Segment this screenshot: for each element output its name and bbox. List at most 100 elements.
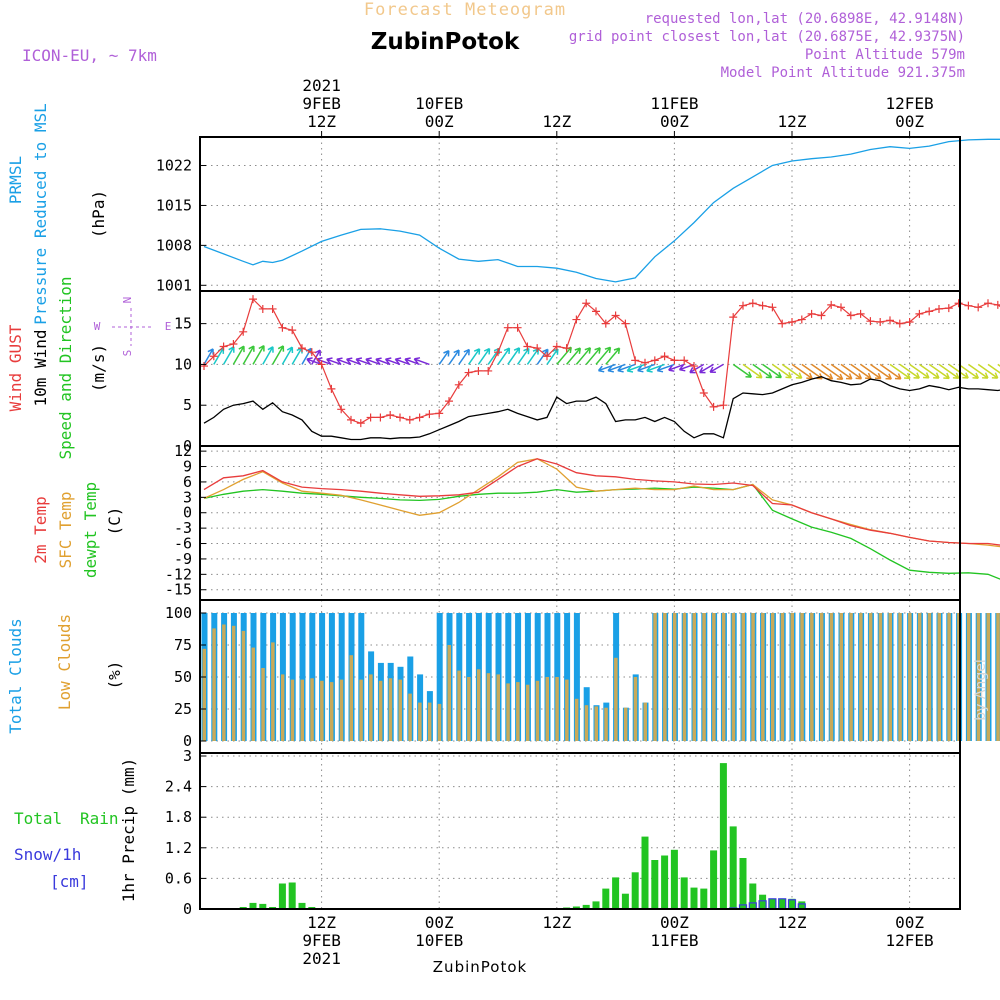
rain-bar: [298, 902, 306, 909]
low-cloud-bar: [437, 703, 442, 741]
wind-arrow: [448, 349, 460, 365]
temp-2m-line: [203, 458, 1000, 546]
gust-marker: [513, 323, 522, 332]
total-cloud-bar: [564, 613, 571, 741]
rain-bar: [572, 906, 580, 909]
low-cloud-bar: [212, 628, 216, 741]
time-top-label: 10FEB: [415, 94, 463, 113]
wind-arrow: [346, 357, 362, 366]
low-cloud-bar: [535, 680, 540, 741]
gust-marker: [758, 301, 767, 310]
low-cloud-bar: [584, 705, 589, 741]
wind-arrow: [413, 357, 430, 366]
rain-bar: [621, 893, 629, 909]
gust-marker: [209, 352, 218, 361]
wind-arrow: [977, 363, 999, 379]
pressure-unit: (hPa): [89, 190, 108, 238]
low-cloud-bar: [447, 645, 451, 741]
rain-bar: [700, 888, 708, 909]
gust-marker: [366, 413, 375, 422]
clouds-panel: 0 25 50 75 100 Total Clouds Low Clouds (%): [6, 600, 1000, 753]
total-cloud-bar: [338, 613, 345, 741]
wind-arrow: [791, 363, 813, 380]
low-cloud-bar: [300, 679, 304, 741]
gust-marker: [699, 388, 708, 397]
wind-arrow: [958, 363, 979, 379]
low-cloud-bar: [241, 630, 246, 741]
low-cloud-bar: [525, 684, 530, 741]
y-tick-label: 0.6: [165, 869, 192, 887]
time-bottom-label: 11FEB: [650, 931, 698, 950]
wind-direction-arrows: [203, 344, 1000, 381]
wind-y-ticks: 0 5 10 15: [174, 315, 206, 455]
compass-west-label: W: [94, 320, 101, 333]
low-cloud-bar: [770, 613, 775, 741]
time-bottom-label: 12FEB: [886, 931, 934, 950]
gust-marker: [543, 352, 551, 361]
precip-grid: [200, 753, 960, 910]
pressure-grid: [200, 137, 960, 291]
rain-bar: [582, 904, 590, 909]
gust-marker: [298, 344, 306, 353]
gust-marker: [572, 315, 581, 324]
rain-bar: [278, 883, 286, 909]
wind-arrow: [291, 347, 303, 365]
gust-marker: [464, 368, 473, 377]
wind-arrow: [860, 363, 882, 380]
wind-arrow: [781, 363, 803, 379]
gust-marker: [435, 409, 444, 418]
total-cloud-bar: [328, 613, 335, 741]
low-cloud-bar: [692, 613, 696, 741]
wind-arrow: [967, 363, 989, 379]
low-cloud-bar: [741, 613, 745, 741]
low-cloud-bar: [427, 702, 432, 741]
low-cloud-bar: [947, 613, 951, 741]
model-altitude: Model Point Altitude 921.375m: [721, 65, 965, 81]
wind-arrow: [394, 357, 411, 366]
meteogram-title: Forecast Meteogram: [364, 0, 566, 20]
total-cloud-bar: [309, 613, 316, 741]
y-tick-label: -15: [165, 581, 192, 599]
total-cloud-bar: [358, 613, 365, 741]
time-top-label: 00Z: [425, 112, 454, 131]
low-cloud-bar: [810, 613, 814, 741]
gust-marker: [827, 300, 836, 309]
gust-marker: [307, 348, 316, 357]
wind-arrow: [626, 363, 646, 373]
clouds-label-total: Total Clouds: [6, 618, 25, 734]
wind-panel: 0 5 10 15 Wind GUST 10m Wind Speed and Dire…: [6, 276, 1000, 460]
precip-y-ticks: 0 0.6 1.2 1.8 2.4 3: [165, 747, 206, 918]
y-tick-label: -6: [174, 535, 192, 553]
time-top-label: 11FEB: [650, 94, 698, 113]
low-cloud-bar: [849, 613, 853, 741]
total-cloud-bar: [524, 613, 531, 741]
low-cloud-bar: [790, 613, 794, 741]
rain-bar: [778, 898, 786, 909]
wind-arrow: [271, 345, 285, 365]
gust-marker: [768, 303, 777, 312]
wind-arrow: [762, 363, 782, 379]
y-tick-label: 1001: [156, 276, 192, 294]
wind-arrow: [699, 363, 714, 374]
total-cloud-bar: [319, 613, 326, 741]
wind-arrow: [752, 363, 773, 379]
gust-marker: [641, 358, 649, 367]
temperature-grid: [200, 446, 960, 600]
wind-arrow: [597, 363, 616, 373]
gust-marker: [984, 299, 992, 308]
low-cloud-bar: [271, 642, 275, 741]
gust-marker: [886, 316, 894, 325]
low-cloud-bar: [663, 613, 667, 741]
wind-gust-markers: [200, 295, 1000, 428]
wind-arrow: [242, 345, 255, 365]
low-cloud-bar: [888, 613, 892, 741]
low-cloud-bar: [751, 613, 755, 741]
wind-arrow: [899, 363, 920, 379]
low-cloud-bar: [937, 613, 941, 741]
low-cloud-bar: [614, 657, 618, 741]
y-tick-label: 9: [183, 458, 192, 476]
gust-marker: [327, 384, 336, 393]
low-cloud-bar: [682, 613, 687, 741]
temp-label-2m: 2m Temp: [31, 496, 50, 563]
